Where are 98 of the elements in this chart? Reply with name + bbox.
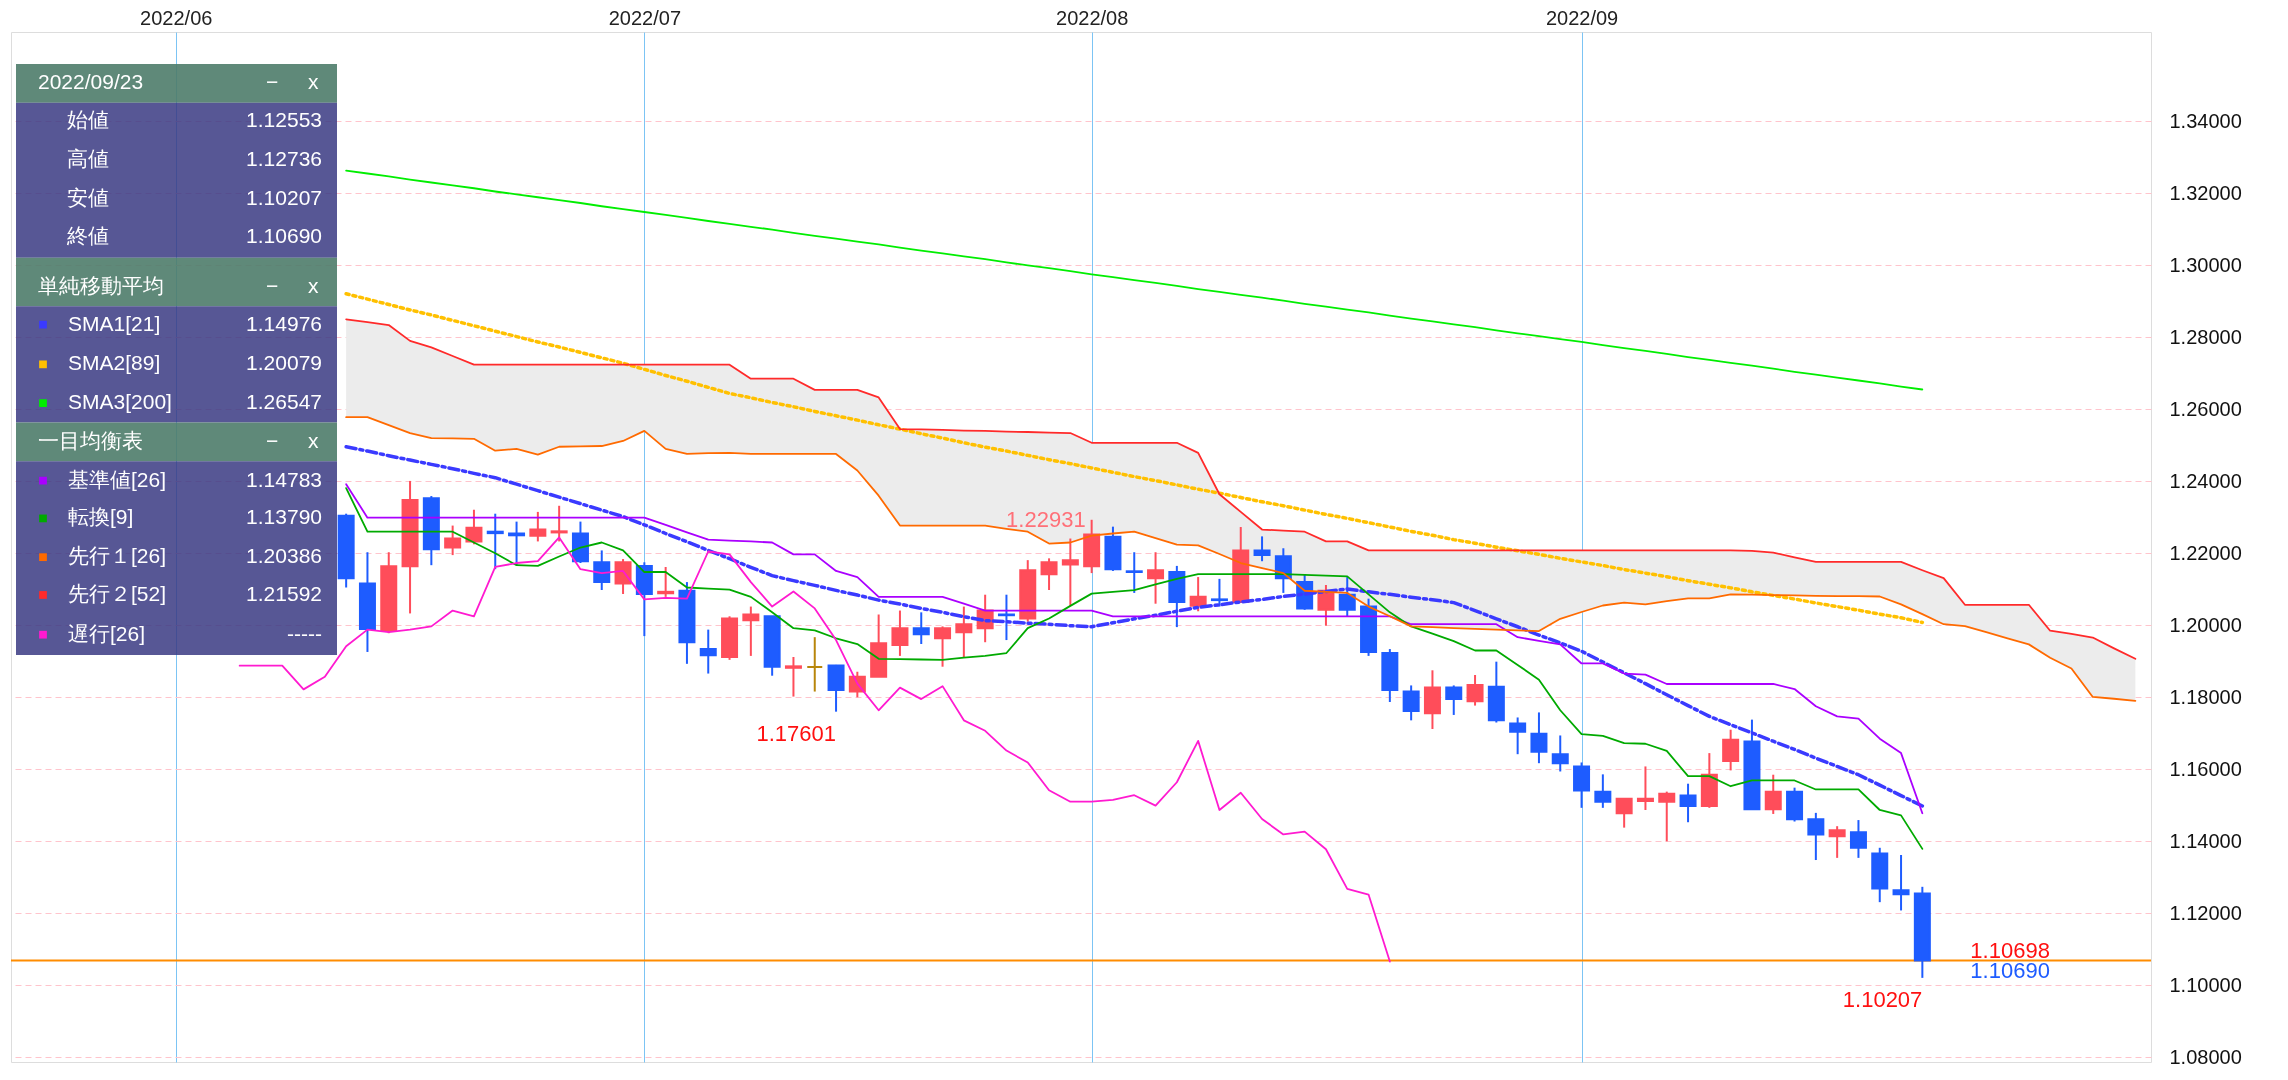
legend-label: 基準値[26] — [68, 467, 167, 491]
annotation: 単純移動平均 — [38, 273, 164, 297]
y-tick-label: 1.14000 — [2169, 829, 2242, 852]
candlestick — [657, 565, 675, 598]
x-tick-label: 2022/06 — [140, 6, 213, 29]
y-tick-label: 1.12000 — [2169, 901, 2242, 924]
y-tick-label: 1.34000 — [2169, 109, 2242, 132]
y-tick-label: 1.24000 — [2169, 469, 2242, 492]
annotation: 始値 — [67, 108, 109, 132]
annotation: 1.14783 — [246, 467, 322, 491]
text: − — [266, 428, 279, 452]
legend-label: 転換[9] — [68, 505, 134, 529]
y-tick-label: 1.08000 — [2169, 1045, 2242, 1068]
candlestick — [806, 636, 824, 693]
candlestick — [1849, 819, 1867, 859]
legend-label: 先行１[26] — [68, 544, 167, 568]
candlestick — [593, 549, 611, 592]
candlestick — [1892, 853, 1910, 912]
candlestick — [1189, 576, 1207, 613]
candlestick — [1530, 711, 1548, 765]
candlestick — [1061, 537, 1079, 607]
y-tick-label: 1.20000 — [2169, 613, 2242, 636]
candlestick — [1125, 551, 1143, 594]
annotation: 高値 — [67, 146, 109, 170]
y-tick-label: 1.16000 — [2169, 757, 2242, 780]
text: x — [308, 428, 319, 452]
y-tick-label: 1.32000 — [2169, 181, 2242, 204]
line-series — [345, 169, 1924, 391]
candlestick — [1253, 535, 1271, 563]
annotation: 1.12553 — [246, 108, 322, 132]
annotation: 1.10207 — [1842, 986, 1923, 1012]
candlestick — [955, 605, 973, 659]
candlestick — [1147, 551, 1165, 605]
candlestick — [465, 508, 483, 546]
candlestick — [444, 524, 462, 557]
candlestick — [1828, 825, 1846, 859]
candlestick — [614, 558, 632, 595]
candlestick — [1509, 716, 1527, 756]
y-tick-label: 1.30000 — [2169, 253, 2242, 276]
annotation: ----- — [287, 621, 322, 645]
candlestick — [934, 625, 952, 668]
annotation: 1.10207 — [246, 185, 322, 209]
legend-label: 先行２[52] — [68, 581, 167, 605]
candlestick — [1402, 684, 1420, 722]
annotation: 1.20386 — [246, 544, 322, 568]
text: − — [266, 273, 279, 297]
candlestick — [1615, 797, 1633, 829]
annotation: 2022/09/23 — [38, 70, 144, 94]
candlestick — [1679, 782, 1697, 824]
candlestick — [784, 655, 802, 698]
annotation: 1.17601 — [756, 720, 837, 746]
candlestick — [1764, 773, 1782, 815]
annotation: 安値 — [67, 185, 109, 209]
y-tick-label: 1.10000 — [2169, 973, 2242, 996]
annotation: 1.12736 — [246, 146, 322, 170]
annotation: 1.14976 — [246, 311, 322, 335]
annotation: 1.22931 — [1006, 506, 1086, 532]
candlestick — [1807, 811, 1825, 862]
annotation: 一目均衡表 — [38, 428, 143, 452]
x-tick-label: 2022/07 — [608, 6, 681, 29]
y-tick-label: 1.22000 — [2169, 541, 2242, 564]
annotation: 1.13790 — [246, 505, 322, 529]
legend-label: SMA3[200] — [68, 390, 172, 414]
candlestick — [550, 504, 568, 543]
candlestick — [1722, 728, 1740, 772]
candlestick — [1658, 790, 1676, 843]
candlestick — [1636, 765, 1654, 811]
text: x — [308, 273, 319, 297]
legend-label: SMA2[89] — [68, 351, 161, 375]
candlestick — [912, 611, 930, 646]
x-tick-label: 2022/09 — [1545, 6, 1619, 29]
candlestick — [1040, 557, 1058, 592]
candlestick — [1210, 577, 1228, 608]
y-tick-label: 1.26000 — [2169, 397, 2242, 420]
legend-label: SMA1[21] — [68, 311, 161, 335]
candlestick — [529, 510, 547, 543]
candlestick — [1466, 673, 1484, 707]
y-tick-label: 1.18000 — [2169, 685, 2242, 708]
annotation: 1.21592 — [246, 581, 322, 605]
annotation: 1.10690 — [246, 224, 322, 248]
candlestick — [1445, 684, 1463, 716]
candlestick — [1594, 773, 1612, 809]
candlestick — [1551, 734, 1569, 773]
candlestick — [699, 628, 717, 675]
line-series — [344, 291, 1925, 625]
candlestick — [1338, 576, 1356, 618]
legend-label: 遅行[26] — [68, 621, 146, 645]
candlestick — [891, 609, 909, 657]
line-series — [345, 416, 2137, 702]
candlestick — [742, 605, 760, 657]
annotation: 終値 — [66, 224, 109, 248]
x-tick-label: 2022/08 — [1056, 6, 1129, 29]
annotation: x — [308, 70, 319, 94]
y-tick-label: 1.28000 — [2169, 325, 2242, 348]
annotation: 1.20079 — [246, 351, 322, 375]
annotation: 1.26547 — [246, 390, 322, 414]
annotation: − — [266, 70, 279, 94]
line-series — [238, 536, 1391, 963]
